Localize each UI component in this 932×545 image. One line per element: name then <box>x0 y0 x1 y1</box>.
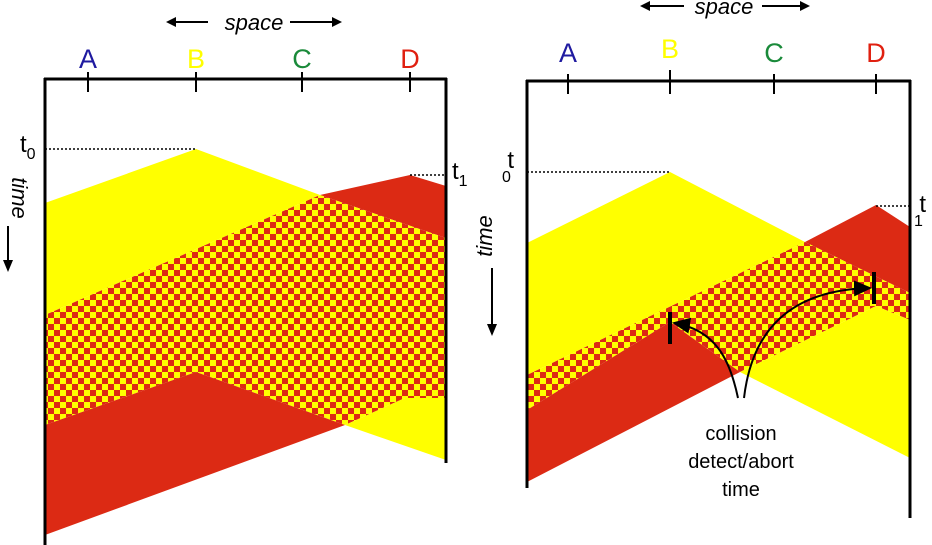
node-label-d: D <box>400 44 420 74</box>
node-label-d: D <box>866 38 886 68</box>
collision-region <box>527 242 910 410</box>
red-signal-region-bottom <box>45 372 345 535</box>
t1-marker-left: t1 <box>410 158 468 190</box>
node-label-a: A <box>79 44 97 74</box>
space-arrow-left: space <box>166 10 342 35</box>
red-signal-region-top <box>320 175 446 238</box>
space-label: space <box>695 0 754 19</box>
time-arrow-left: time <box>3 177 32 272</box>
svg-text:t0: t0 <box>502 147 514 186</box>
collision-region <box>45 195 446 425</box>
annotation-arrow-to-b <box>672 317 739 399</box>
yellow-signal-region <box>45 149 320 315</box>
yellow-signal-region-bottom <box>740 306 910 458</box>
space-arrow-right: space <box>640 0 810 19</box>
yellow-signal-region-bottom <box>345 398 446 460</box>
collision-annotation: collision detect/abort time <box>688 423 794 501</box>
left-panel: space A B C D time <box>3 10 468 545</box>
yellow-signal-region <box>527 172 805 375</box>
annotation-line-3: time <box>722 479 760 501</box>
node-label-a: A <box>559 38 577 68</box>
time-arrow-right: time <box>472 215 497 336</box>
annotation-line-1: collision <box>705 423 776 445</box>
left-frame <box>43 72 448 545</box>
node-label-b: B <box>187 44 205 74</box>
right-panel: space A B C D time <box>472 0 926 518</box>
red-signal-region-top <box>805 205 910 293</box>
red-signal-region-bottom <box>527 322 740 482</box>
t0-marker-left: t0 <box>20 131 196 163</box>
svg-text:t1: t1 <box>452 158 468 190</box>
svg-text:t0: t0 <box>20 131 36 163</box>
time-label: time <box>472 215 497 257</box>
annotation-arrow-to-d <box>743 280 872 399</box>
right-frame <box>525 70 912 518</box>
node-label-c: C <box>292 44 312 74</box>
space-label: space <box>225 10 284 35</box>
node-label-b: B <box>661 34 679 64</box>
annotation-line-2: detect/abort <box>688 451 794 473</box>
time-label: time <box>7 177 32 219</box>
svg-text:t1: t1 <box>914 191 926 230</box>
node-label-c: C <box>764 38 784 68</box>
